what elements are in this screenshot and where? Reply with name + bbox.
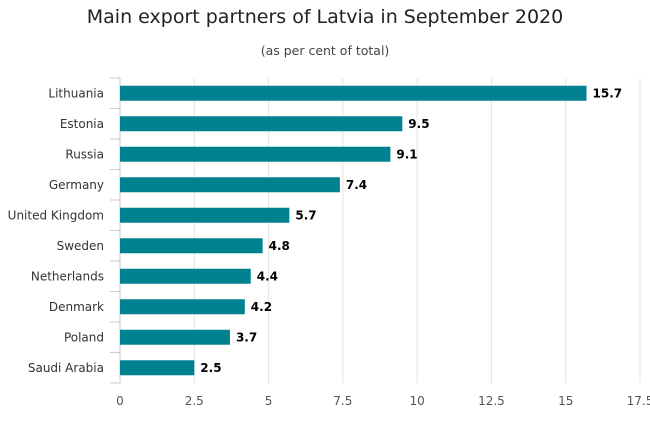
x-tick-label: 17.5 <box>627 394 650 408</box>
category-label: Russia <box>65 147 104 161</box>
chart-title: Main export partners of Latvia in Septem… <box>86 6 564 28</box>
category-label: Poland <box>64 330 104 344</box>
data-label: 3.7 <box>236 330 257 344</box>
axes <box>110 77 121 384</box>
bars <box>120 85 587 376</box>
category-label: United Kingdom <box>8 208 104 222</box>
bar[interactable] <box>120 238 263 254</box>
data-label: 9.5 <box>408 117 429 131</box>
x-tick-label: 0 <box>116 394 124 408</box>
data-label: 4.4 <box>257 269 278 283</box>
data-label: 4.8 <box>269 239 290 253</box>
labels: 0 2.5 5 7.5 10 12.5 15 17.5 15.7 Lithuania 9.5 Esto… <box>8 86 650 408</box>
data-label: 5.7 <box>295 208 316 222</box>
data-label: 9.1 <box>396 147 417 161</box>
bar[interactable] <box>120 207 290 223</box>
category-label: Saudi Arabia <box>28 361 104 375</box>
category-label: Sweden <box>57 239 104 253</box>
category-label: Denmark <box>49 300 104 314</box>
x-tick-label: 10 <box>410 394 425 408</box>
x-tick-label: 7.5 <box>333 394 352 408</box>
bar[interactable] <box>120 299 245 315</box>
category-label: Netherlands <box>31 269 104 283</box>
bar[interactable] <box>120 146 391 162</box>
chart-subtitle: (as per cent of total) <box>260 43 390 58</box>
data-label: 2.5 <box>200 361 221 375</box>
data-label: 7.4 <box>346 178 367 192</box>
category-label: Germany <box>49 178 104 192</box>
bar[interactable] <box>120 360 195 376</box>
bar[interactable] <box>120 268 251 284</box>
x-tick-label: 12.5 <box>478 394 505 408</box>
bar[interactable] <box>120 116 403 132</box>
bar[interactable] <box>120 177 340 193</box>
category-label: Lithuania <box>48 86 104 100</box>
data-label: 15.7 <box>593 86 623 100</box>
bar[interactable] <box>120 329 230 345</box>
category-label: Estonia <box>60 117 104 131</box>
x-tick-label: 5 <box>265 394 273 408</box>
x-tick-label: 2.5 <box>185 394 204 408</box>
data-label: 4.2 <box>251 300 272 314</box>
bar[interactable] <box>120 85 587 101</box>
x-tick-label: 15 <box>558 394 573 408</box>
